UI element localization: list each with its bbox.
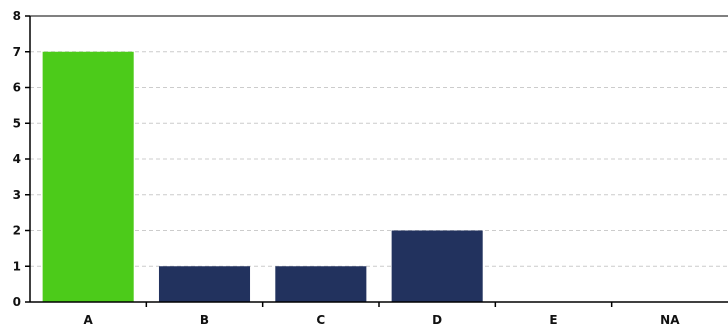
y-axis-ticks: 0 1 2 3 4 5 6 7 8 bbox=[13, 9, 30, 309]
bar-c bbox=[275, 266, 367, 302]
bar-d bbox=[391, 230, 483, 302]
y-tick-label: 8 bbox=[13, 9, 21, 23]
y-tick-label: 0 bbox=[13, 295, 21, 309]
x-axis-ticks: A B C D E NA bbox=[84, 302, 680, 327]
bars bbox=[42, 51, 483, 302]
x-tick-label: NA bbox=[660, 313, 680, 327]
x-tick-label: E bbox=[549, 313, 557, 327]
y-tick-label: 5 bbox=[13, 116, 21, 130]
x-tick-label: B bbox=[200, 313, 209, 327]
y-tick-label: 4 bbox=[13, 152, 21, 166]
x-tick-label: C bbox=[316, 313, 325, 327]
y-tick-label: 7 bbox=[13, 45, 21, 59]
y-tick-label: 1 bbox=[13, 259, 21, 273]
y-tick-label: 3 bbox=[13, 188, 21, 202]
x-tick-label: A bbox=[84, 313, 94, 327]
x-tick-label: D bbox=[432, 313, 442, 327]
y-tick-label: 2 bbox=[13, 224, 21, 238]
y-tick-label: 6 bbox=[13, 81, 21, 95]
gridlines bbox=[30, 51, 728, 267]
bar-b bbox=[158, 266, 251, 302]
axes bbox=[29, 15, 728, 303]
bar-a bbox=[42, 51, 134, 302]
